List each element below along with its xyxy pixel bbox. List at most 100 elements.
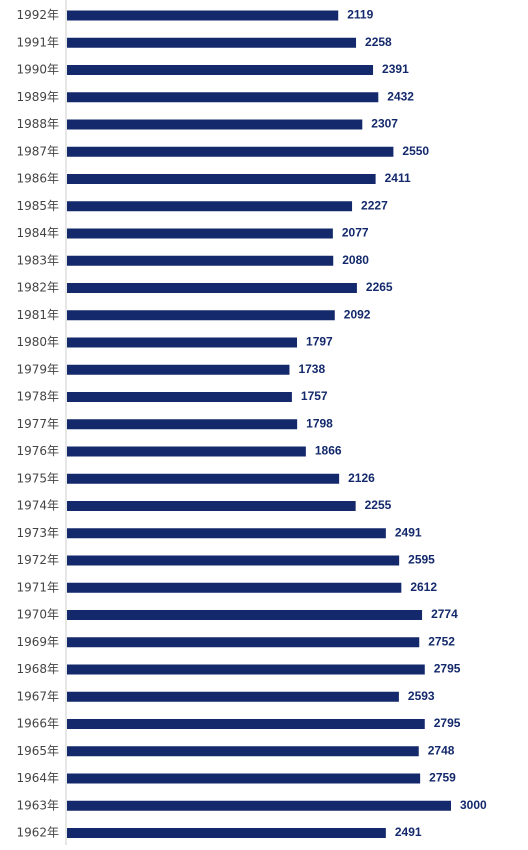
bar-row: 1966年 2795 xyxy=(16,716,460,730)
bar-row: 1964年 2759 xyxy=(16,771,456,785)
value-label: 2593 xyxy=(408,689,435,703)
value-label: 2432 xyxy=(387,89,414,103)
bar xyxy=(67,255,334,266)
bar xyxy=(67,310,335,321)
category-label: 1965年 xyxy=(16,744,59,758)
value-label: 2391 xyxy=(382,62,409,76)
category-label: 1977年 xyxy=(16,417,59,431)
value-label: 1797 xyxy=(306,335,333,349)
bar-row: 1984年 2077 xyxy=(16,226,368,240)
bar xyxy=(67,828,386,838)
bar-row: 1967年 2593 xyxy=(16,689,434,703)
value-label: 2795 xyxy=(434,716,461,730)
bar xyxy=(67,10,339,21)
category-label: 1975年 xyxy=(16,471,59,485)
bar xyxy=(67,337,298,348)
bar xyxy=(67,473,340,484)
bar xyxy=(67,201,353,212)
value-label: 2795 xyxy=(434,662,461,676)
value-label: 2080 xyxy=(342,253,369,267)
value-label: 1798 xyxy=(306,416,333,430)
bar xyxy=(67,501,356,511)
value-label: 2411 xyxy=(385,171,411,185)
bar-row: 1988年 2307 xyxy=(16,117,398,131)
category-label: 1991年 xyxy=(16,35,59,49)
value-label: 2092 xyxy=(344,307,371,321)
category-label: 1973年 xyxy=(16,526,59,540)
value-label: 2759 xyxy=(429,771,456,785)
category-label: 1988年 xyxy=(16,117,59,131)
bar xyxy=(67,92,379,103)
value-label: 2748 xyxy=(428,743,455,757)
bar xyxy=(67,146,394,157)
bar-row: 1965年 2748 xyxy=(16,743,454,757)
bar xyxy=(67,419,298,430)
value-label: 2612 xyxy=(410,580,437,594)
bar xyxy=(67,174,376,184)
category-label: 1982年 xyxy=(16,281,59,295)
value-label: 2491 xyxy=(395,525,422,539)
category-label: 1971年 xyxy=(16,580,59,594)
bar-row: 1962年 2491 xyxy=(16,825,421,839)
value-label: 1757 xyxy=(301,389,328,403)
bar-row: 1987年 2550 xyxy=(16,144,429,158)
category-label: 1976年 xyxy=(16,444,59,458)
bar xyxy=(67,228,333,239)
bar-row: 1980年 1797 xyxy=(16,335,333,349)
category-label: 1967年 xyxy=(16,689,59,703)
bar-row: 1969年 2752 xyxy=(16,634,455,648)
category-label: 1981年 xyxy=(16,308,59,322)
bar-row: 1975年 2126 xyxy=(16,471,375,485)
bar xyxy=(67,392,292,402)
category-label: 1990年 xyxy=(16,63,59,77)
bar xyxy=(67,582,402,593)
bar-row: 1979年 1738 xyxy=(16,362,325,376)
bar-row: 1970年 2774 xyxy=(16,607,458,621)
bar-row: 1968年 2795 xyxy=(16,662,460,676)
category-label: 1992年 xyxy=(16,8,59,22)
category-label: 1984年 xyxy=(16,226,59,240)
bar xyxy=(67,283,357,293)
category-label: 1987年 xyxy=(16,144,59,158)
bar-row: 1963年 3000 xyxy=(16,798,487,812)
value-label: 2255 xyxy=(365,498,392,512)
bar xyxy=(67,719,425,729)
category-label: 1986年 xyxy=(16,172,59,186)
bar-row: 1991年 2258 xyxy=(16,35,392,49)
bar-row: 1976年 1866 xyxy=(16,444,341,458)
value-label: 2265 xyxy=(366,280,393,294)
category-label: 1964年 xyxy=(16,771,59,785)
bar-row: 1990年 2391 xyxy=(16,62,409,76)
category-label: 1983年 xyxy=(16,253,59,267)
value-label: 2119 xyxy=(347,8,373,22)
bar xyxy=(67,664,425,675)
category-label: 1989年 xyxy=(16,90,59,104)
value-label: 2491 xyxy=(395,825,422,839)
bar-row: 1985年 2227 xyxy=(16,198,388,212)
category-label: 1985年 xyxy=(16,199,59,213)
bar-row: 1983年 2080 xyxy=(16,253,369,267)
bar xyxy=(67,637,420,648)
bar xyxy=(67,528,386,539)
value-label: 2258 xyxy=(365,35,392,49)
category-label: 1968年 xyxy=(16,662,59,676)
bar xyxy=(67,364,290,375)
value-label: 2595 xyxy=(408,553,435,567)
bar xyxy=(67,746,419,757)
bar xyxy=(67,773,421,784)
bar xyxy=(67,446,306,457)
value-label: 2752 xyxy=(428,634,455,648)
value-label: 2550 xyxy=(402,144,429,158)
value-label: 3000 xyxy=(460,798,487,812)
bar xyxy=(67,555,400,566)
bar xyxy=(67,37,357,48)
bar-row: 1972年 2595 xyxy=(16,553,435,567)
value-label: 2126 xyxy=(348,471,375,485)
category-label: 1970年 xyxy=(16,608,59,622)
category-label: 1978年 xyxy=(16,390,59,404)
category-label: 1974年 xyxy=(16,499,59,513)
bar-rows: 1992年 2119 1991年 2258 1990年 2391 1989年 2432 1988… xyxy=(16,8,487,840)
category-label: 1969年 xyxy=(16,635,59,649)
